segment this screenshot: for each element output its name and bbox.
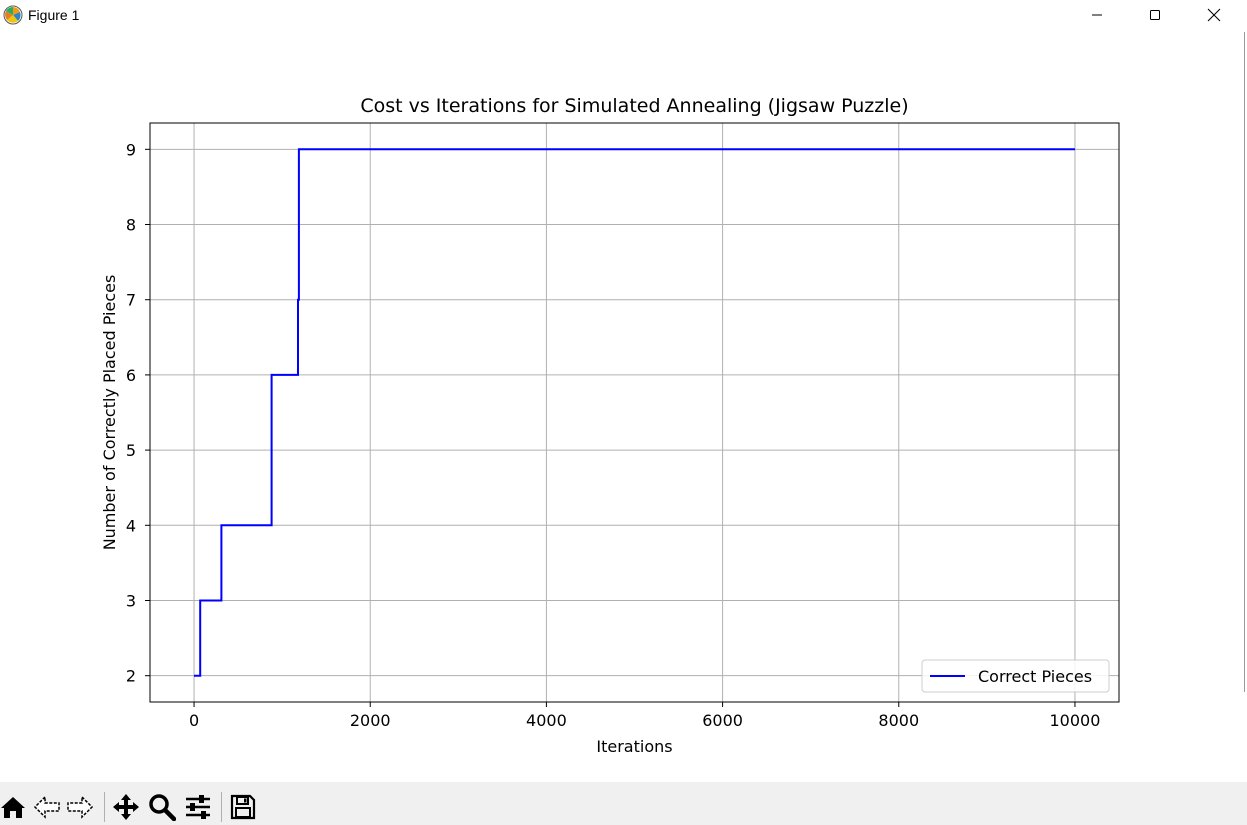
figure-canvas[interactable]: 0 2000 4000 6000 8000 10000 2 3 4 5 6 7 8 9 Cost vs I…: [0, 32, 1244, 782]
window-edge: [1244, 32, 1245, 692]
configure-subplots-button[interactable]: [183, 792, 213, 822]
y-tick-label: 4: [126, 516, 136, 535]
y-tick-label: 9: [126, 140, 136, 159]
toolbar-separator: [221, 792, 222, 822]
grid: [150, 123, 1119, 702]
back-button[interactable]: [32, 792, 62, 822]
window-title: Figure 1: [28, 7, 80, 23]
zoom-button[interactable]: [147, 792, 177, 822]
pan-icon: [113, 794, 139, 820]
legend-box: [921, 659, 1110, 693]
x-axis-label: Iterations: [596, 737, 672, 756]
legend: Correct Pieces: [921, 659, 1110, 693]
x-tick-label: 10000: [1050, 711, 1101, 730]
matplotlib-logo-icon: [3, 5, 23, 25]
home-button[interactable]: [0, 792, 28, 822]
axes-frame: [149, 122, 1120, 703]
series-line-correct-pieces: [194, 148, 1075, 677]
forward-icon: [67, 795, 94, 819]
maximize-button[interactable]: [1126, 0, 1184, 30]
y-tick-label: 2: [126, 667, 136, 686]
maximize-icon: [1150, 10, 1160, 20]
forward-button[interactable]: [65, 792, 95, 822]
close-icon: [1207, 8, 1221, 22]
y-tick-label: 8: [126, 216, 136, 235]
x-tick-label: 0: [189, 711, 199, 730]
x-tick-label: 8000: [878, 711, 919, 730]
zoom-icon: [149, 794, 176, 821]
ticks: 0 2000 4000 6000 8000 10000 2 3 4 5 6 7 8 9: [126, 140, 1101, 730]
chart-title: Cost vs Iterations for Simulated Anneali…: [360, 95, 908, 117]
y-tick-label: 6: [126, 366, 136, 385]
y-axis-label: Number of Correctly Placed Pieces: [100, 275, 119, 551]
back-icon: [33, 795, 60, 819]
save-button[interactable]: [228, 792, 258, 822]
navigation-toolbar: [0, 782, 1247, 825]
minimize-button[interactable]: [1068, 0, 1126, 30]
configure-subplots-icon: [186, 795, 210, 819]
x-tick-label: 2000: [350, 711, 391, 730]
y-tick-label: 5: [126, 441, 136, 460]
save-icon: [230, 794, 256, 820]
y-tick-label: 7: [126, 291, 136, 310]
x-tick-label: 4000: [526, 711, 567, 730]
pan-button[interactable]: [111, 792, 141, 822]
y-tick-label: 3: [126, 591, 136, 610]
window-title-bar: Figure 1: [0, 0, 1247, 32]
x-tick-label: 6000: [702, 711, 743, 730]
close-button[interactable]: [1185, 0, 1243, 30]
home-icon: [1, 797, 25, 818]
legend-label: Correct Pieces: [978, 667, 1092, 686]
toolbar-separator: [104, 792, 105, 822]
minimize-icon: [1092, 14, 1102, 16]
